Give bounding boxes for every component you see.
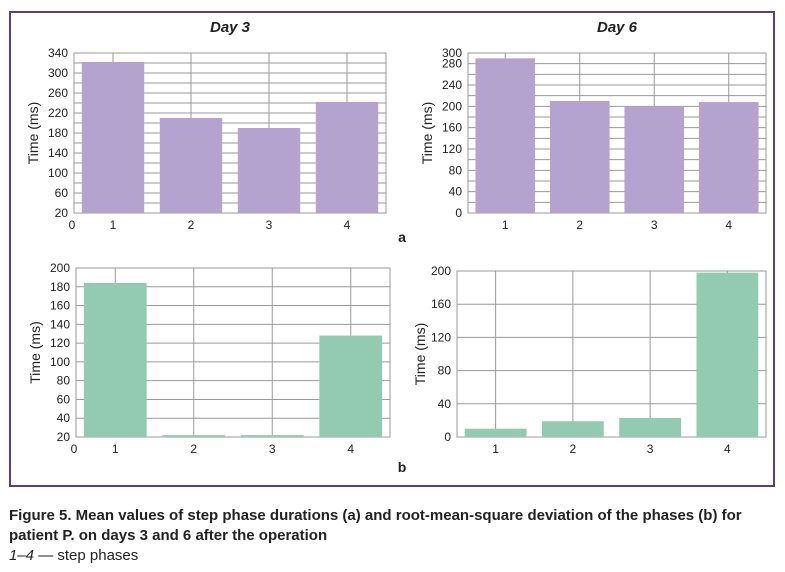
x-tick-label: 3 — [269, 442, 276, 456]
bar-a-day6-1 — [475, 58, 536, 214]
y-tick-label: 200 — [50, 261, 70, 275]
chart-title: Day 6 — [597, 19, 638, 36]
caption-legend-range: 1–4 — [9, 547, 35, 564]
y-tick-label: 140 — [48, 146, 68, 160]
plot-frame — [73, 52, 387, 214]
x-tick-label: 2 — [570, 442, 577, 456]
bar-b-day3-1 — [83, 283, 147, 437]
bar-b-day3-2 — [162, 435, 226, 437]
plot-frame — [456, 270, 767, 438]
panel-a-label: a — [398, 229, 406, 245]
x-tick-origin: 0 — [69, 218, 76, 232]
y-tick-label: 40 — [57, 411, 71, 425]
bar-a-day3-3 — [237, 128, 301, 213]
bar-b-day3-4 — [319, 335, 383, 437]
caption-legend: 1–4 — step phases — [9, 546, 779, 566]
bar-b-day6-2 — [541, 421, 604, 437]
y-tick-label: 120 — [50, 336, 70, 350]
plot-frame — [467, 52, 767, 214]
y-tick-label: 20 — [57, 430, 71, 444]
y-tick-label: 200 — [431, 264, 451, 278]
figure-caption: Figure 5. Mean values of step phase dura… — [9, 506, 779, 566]
caption-title: Figure 5. Mean values of step phase dura… — [9, 507, 742, 544]
y-tick-label: 260 — [48, 86, 68, 100]
x-tick-label: 1 — [502, 218, 509, 232]
bar-a-day6-4 — [698, 102, 759, 213]
y-axis-label: Time (ms) — [27, 321, 43, 383]
x-tick-label: 4 — [724, 442, 731, 456]
bar-a-day3-2 — [159, 118, 223, 213]
y-axis-label: Time (ms) — [25, 102, 41, 164]
y-tick-label: 100 — [50, 355, 70, 369]
bar-b-day6-4 — [696, 272, 759, 437]
x-tick-label: 1 — [112, 442, 119, 456]
y-tick-label: 0 — [455, 206, 462, 220]
y-tick-label: 60 — [57, 392, 71, 406]
y-tick-label: 40 — [438, 397, 452, 411]
bar-b-day6-1 — [464, 428, 527, 437]
y-axis-label: Time (ms) — [419, 102, 435, 164]
y-tick-label: 180 — [50, 280, 70, 294]
y-tick-label: 180 — [48, 126, 68, 140]
x-tick-label: 1 — [492, 442, 499, 456]
y-tick-label: 0 — [444, 430, 451, 444]
chart-title: Day 3 — [210, 19, 251, 36]
y-tick-label: 300 — [48, 66, 68, 80]
x-tick-label: 4 — [347, 442, 354, 456]
bar-a-day3-4 — [315, 102, 379, 213]
x-tick-label: 4 — [725, 218, 732, 232]
figure-frame — [9, 11, 775, 487]
y-tick-label: 40 — [449, 185, 463, 199]
y-tick-label: 340 — [48, 46, 68, 60]
bar-b-day6-3 — [619, 417, 682, 437]
y-axis-label: Time (ms) — [412, 323, 428, 385]
y-tick-label: 200 — [442, 99, 462, 113]
y-tick-label: 100 — [48, 166, 68, 180]
x-tick-label: 2 — [188, 218, 195, 232]
y-tick-label: 280 — [442, 57, 462, 71]
y-tick-label: 80 — [438, 364, 452, 378]
bar-b-day3-3 — [240, 435, 304, 437]
panel-b-label: b — [398, 459, 407, 475]
x-tick-label: 3 — [266, 218, 273, 232]
y-tick-label: 140 — [50, 317, 70, 331]
y-tick-label: 80 — [57, 374, 71, 388]
x-tick-label: 3 — [647, 442, 654, 456]
x-tick-label: 4 — [344, 218, 351, 232]
y-tick-label: 160 — [50, 299, 70, 313]
y-tick-label: 240 — [442, 78, 462, 92]
y-tick-label: 220 — [48, 106, 68, 120]
x-tick-label: 1 — [110, 218, 117, 232]
x-tick-label: 3 — [651, 218, 658, 232]
plot-frame — [75, 267, 391, 438]
bar-a-day3-1 — [81, 62, 145, 213]
x-tick-origin: 0 — [71, 442, 78, 456]
y-tick-label: 60 — [55, 186, 69, 200]
x-tick-label: 2 — [190, 442, 197, 456]
y-tick-label: 160 — [431, 297, 451, 311]
bar-a-day6-2 — [549, 101, 610, 213]
y-tick-label: 300 — [442, 46, 462, 60]
caption-legend-text: — step phases — [34, 547, 139, 564]
y-tick-label: 120 — [442, 142, 462, 156]
bar-a-day6-3 — [624, 106, 685, 213]
y-tick-label: 20 — [55, 206, 69, 220]
y-tick-label: 160 — [442, 121, 462, 135]
y-tick-label: 120 — [431, 330, 451, 344]
x-tick-label: 2 — [576, 218, 583, 232]
y-tick-label: 80 — [449, 163, 463, 177]
